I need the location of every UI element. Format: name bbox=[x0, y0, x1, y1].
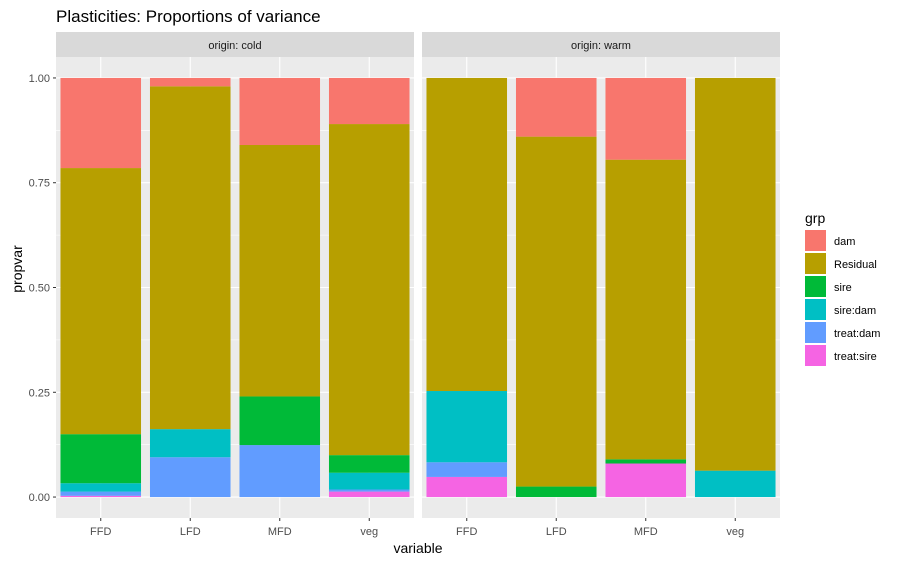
facet-strip-label: origin: cold bbox=[208, 40, 261, 52]
bar-segment-veg-residual bbox=[694, 77, 776, 471]
bar-segment-ffd-sire-dam bbox=[426, 391, 508, 463]
y-tick-label: 0.50 bbox=[29, 283, 50, 295]
bar-segment-mfd-treat-sire bbox=[605, 463, 687, 498]
bar-segment-ffd-dam bbox=[60, 77, 142, 169]
x-tick-label: MFD bbox=[268, 526, 292, 538]
bar-segment-mfd-residual bbox=[605, 159, 687, 460]
bar-segment-lfd-residual bbox=[515, 136, 597, 487]
bar-segment-veg-sire bbox=[328, 455, 410, 473]
bar-segment-ffd-treat-dam bbox=[60, 491, 142, 496]
facet-strip bbox=[422, 32, 780, 57]
bar-segment-mfd-dam bbox=[239, 77, 321, 146]
bar-segment-lfd-sire-dam bbox=[149, 429, 231, 458]
bar-segment-ffd-residual bbox=[426, 77, 508, 392]
bar-segment-ffd-sire-dam bbox=[60, 483, 142, 492]
legend-label: treat:sire bbox=[834, 351, 877, 363]
bar-segment-ffd-treat-dam bbox=[426, 462, 508, 477]
bar-segment-mfd-dam bbox=[605, 77, 687, 160]
legend-label: Residual bbox=[834, 259, 877, 271]
facet-strip bbox=[56, 32, 414, 57]
legend: grp dam Residual sire sire:dam treat:dam trea… bbox=[805, 210, 880, 366]
bar-segment-veg-treat-sire bbox=[328, 491, 410, 498]
facet-panels: origin: cold FFD LFD MFD veg origin: warm FFD L… bbox=[56, 32, 780, 538]
legend-key-treat-sire bbox=[805, 345, 826, 366]
y-tick-label: 0.75 bbox=[29, 178, 50, 190]
x-tick-label: veg bbox=[726, 526, 744, 538]
legend-label: sire bbox=[834, 282, 852, 294]
bar-segment-ffd-treat-sire bbox=[426, 476, 508, 498]
x-tick-label: LFD bbox=[180, 526, 201, 538]
x-tick-label: FFD bbox=[456, 526, 477, 538]
x-axis-title: variable bbox=[393, 540, 442, 556]
bar-segment-lfd-treat-dam bbox=[149, 457, 231, 498]
y-axis-title: propvar bbox=[9, 245, 25, 293]
x-tick-label: MFD bbox=[634, 526, 658, 538]
bar-segment-lfd-dam bbox=[149, 77, 231, 87]
y-tick-label: 0.00 bbox=[29, 492, 50, 504]
facet-panel-0: origin: cold FFD LFD MFD veg bbox=[56, 32, 414, 538]
bar-segment-ffd-treat-sire bbox=[60, 495, 142, 498]
y-axis: 0.00 0.25 0.50 0.75 1.00 bbox=[29, 73, 56, 504]
y-tick-label: 0.25 bbox=[29, 387, 50, 399]
legend-title: grp bbox=[805, 210, 825, 226]
bar-segment-veg-dam bbox=[328, 77, 410, 125]
facet-strip-label: origin: warm bbox=[571, 40, 631, 52]
bar-segment-veg-sire-dam bbox=[328, 472, 410, 490]
legend-key-sire bbox=[805, 276, 826, 297]
legend-label: sire:dam bbox=[834, 305, 876, 317]
legend-key-dam bbox=[805, 230, 826, 251]
bar-segment-veg-sire-dam bbox=[694, 470, 776, 498]
bar-segment-ffd-sire bbox=[60, 434, 142, 484]
bar-segment-lfd-dam bbox=[515, 77, 597, 137]
bar-segment-mfd-residual bbox=[239, 145, 321, 397]
bar-segment-lfd-sire bbox=[515, 486, 597, 498]
legend-key-sire-dam bbox=[805, 299, 826, 320]
chart-title: Plasticities: Proportions of variance bbox=[56, 7, 321, 26]
bar-segment-mfd-sire bbox=[239, 396, 321, 446]
bar-segment-mfd-treat-dam bbox=[239, 445, 321, 498]
legend-label: dam bbox=[834, 236, 855, 248]
legend-key-residual bbox=[805, 253, 826, 274]
y-tick-label: 1.00 bbox=[29, 73, 50, 85]
legend-key-treat-dam bbox=[805, 322, 826, 343]
bar-segment-veg-treat-dam bbox=[328, 489, 410, 492]
x-tick-label: LFD bbox=[546, 526, 567, 538]
bar-segment-ffd-residual bbox=[60, 168, 142, 435]
facet-panel-1: origin: warm FFD LFD MFD veg bbox=[422, 32, 780, 538]
bar-segment-mfd-sire bbox=[605, 459, 687, 464]
legend-label: treat:dam bbox=[834, 328, 880, 340]
bar-segment-veg-residual bbox=[328, 124, 410, 456]
bar-segment-lfd-residual bbox=[149, 86, 231, 430]
x-tick-label: veg bbox=[360, 526, 378, 538]
x-tick-label: FFD bbox=[90, 526, 111, 538]
